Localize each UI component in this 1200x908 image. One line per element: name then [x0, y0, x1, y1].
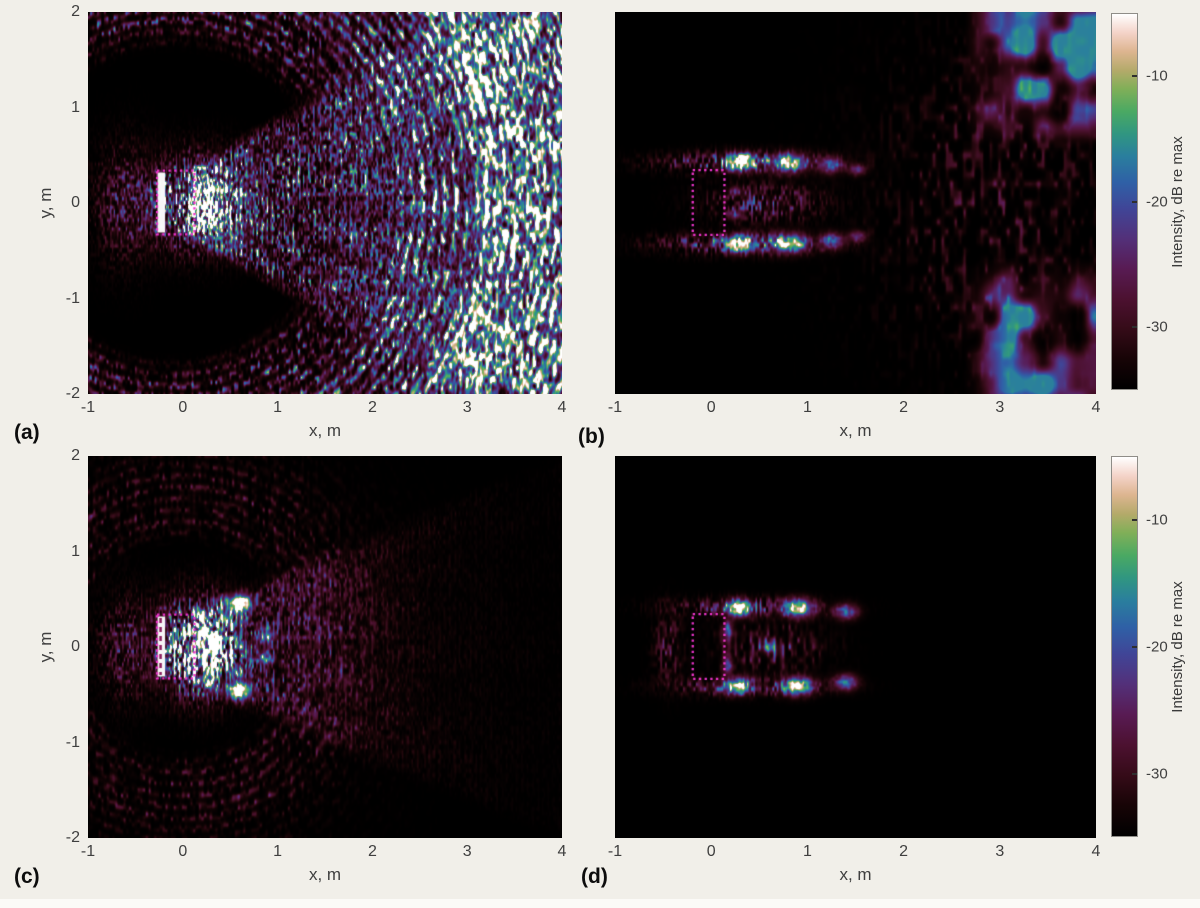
panel-a-x-axis: -1 0 1 2 3 4 — [81, 399, 567, 421]
x-tick-label: 1 — [273, 843, 283, 860]
x-tick-label: 2 — [367, 843, 377, 860]
panel-c-xlabel: x, m — [308, 865, 342, 884]
heatmap-canvas-b — [615, 12, 1096, 394]
x-tick-label: 3 — [995, 399, 1005, 416]
panel-label-c: (c) — [14, 865, 40, 888]
x-tick-label: 0 — [178, 843, 188, 860]
x-tick-label: 2 — [367, 399, 377, 416]
colorbar-tick-label: -10 — [1146, 511, 1168, 528]
x-tick-label: 4 — [557, 843, 567, 860]
x-tick-label: 2 — [899, 843, 909, 860]
x-tick-label: 0 — [178, 399, 188, 416]
colorbar-tick-label: -30 — [1146, 765, 1168, 782]
colorbar-tick-mark — [1132, 772, 1137, 775]
x-tick-label: 4 — [1091, 843, 1101, 860]
panel-c-ylabel: y, m — [36, 631, 55, 663]
x-tick-label: 4 — [557, 399, 567, 416]
panel-c-x-axis: -1 0 1 2 3 4 — [81, 843, 567, 865]
x-tick-label: 0 — [706, 843, 716, 860]
heatmap-canvas-a — [88, 12, 562, 394]
x-tick-label: 3 — [462, 843, 472, 860]
panel-a-xlabel: x, m — [308, 421, 342, 440]
panel-d-x-axis: -1 0 1 2 3 4 — [608, 843, 1101, 865]
x-tick-label: 1 — [802, 843, 812, 860]
colorbar-tick-label: -20 — [1146, 193, 1168, 210]
colorbar-tick-label: -20 — [1146, 638, 1168, 655]
colorbar-tick-label: -30 — [1146, 318, 1168, 336]
colorbar-bottom: Intensity, dB re max -10 -20 -30 — [1111, 456, 1186, 837]
x-tick-label: -1 — [80, 399, 96, 416]
panel-b: -1 0 1 2 3 4 x, m — [608, 12, 1100, 440]
y-tick-label: 1 — [71, 542, 80, 560]
y-tick-label: -1 — [65, 733, 80, 751]
y-tick-label: 2 — [71, 3, 80, 20]
panel-a-y-axis: 2 1 0 -1 -2 — [50, 3, 80, 402]
x-tick-label: -1 — [80, 843, 96, 860]
panel-d: -1 0 1 2 3 4 x, m — [608, 456, 1100, 884]
x-tick-label: 1 — [273, 399, 283, 416]
y-tick-label: 2 — [71, 447, 80, 464]
colorbar-tick-mark — [1132, 326, 1137, 329]
heatmap-canvas-c — [88, 456, 562, 838]
panel-label-a: (a) — [14, 421, 40, 444]
heatmap-canvas-d — [615, 456, 1096, 838]
panel-label-d: (d) — [581, 865, 608, 888]
colorbar-tick-mark — [1132, 518, 1137, 521]
x-tick-label: 2 — [899, 399, 909, 416]
y-tick-label: 0 — [71, 194, 80, 211]
y-tick-label: -2 — [65, 829, 80, 846]
panel-c: -1 0 1 2 3 4 2 1 0 -1 -2 x, m y, m — [36, 447, 566, 884]
y-tick-label: 0 — [71, 638, 80, 655]
colorbar-tick-mark — [1132, 200, 1137, 203]
colorbar-tick-label: -10 — [1146, 67, 1168, 85]
x-tick-label: 3 — [995, 843, 1005, 860]
panel-b-xlabel: x, m — [839, 421, 872, 440]
panel-d-xlabel: x, m — [839, 865, 872, 884]
y-tick-label: -1 — [65, 289, 80, 307]
colorbar-top: Intensity, dB re max -10 -20 -30 — [1111, 13, 1186, 390]
panel-a: -1 0 1 2 3 4 2 1 0 -1 -2 x, m y, m — [36, 3, 566, 440]
x-tick-label: 1 — [802, 399, 812, 416]
colorbar-tick-mark — [1132, 645, 1137, 648]
y-tick-label: 1 — [71, 98, 80, 116]
bottom-white-strip — [0, 899, 1200, 908]
panel-c-y-axis: 2 1 0 -1 -2 — [50, 447, 80, 846]
colorbar-tick-mark — [1132, 74, 1137, 77]
panel-label-b: (b) — [578, 425, 605, 448]
panel-b-x-axis: -1 0 1 2 3 4 — [608, 399, 1101, 421]
colorbar-bottom-label: Intensity, dB re max — [1169, 580, 1186, 713]
x-tick-label: 0 — [706, 399, 716, 416]
x-tick-label: 4 — [1091, 399, 1101, 416]
colorbar-top-label: Intensity, dB re max — [1169, 135, 1186, 268]
y-tick-label: -2 — [65, 385, 80, 402]
panel-a-ylabel: y, m — [36, 187, 55, 219]
x-tick-label: -1 — [607, 399, 623, 416]
x-tick-label: -1 — [607, 843, 623, 860]
x-tick-label: 3 — [462, 399, 472, 416]
